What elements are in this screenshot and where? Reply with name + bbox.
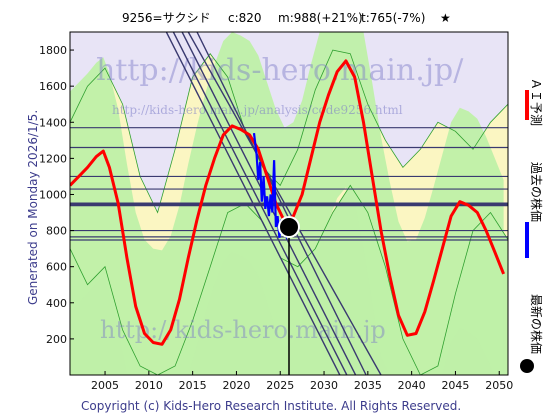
chart-header-target: t:765(-7%) bbox=[361, 11, 425, 25]
legend-label: 最新の株価 bbox=[529, 294, 544, 354]
y-tick-label: 1400 bbox=[39, 116, 67, 129]
y-tick-label: 1600 bbox=[39, 80, 67, 93]
chart-header-star: ★ bbox=[440, 11, 451, 25]
y-tick-label: 1000 bbox=[39, 188, 67, 201]
watermark-top: http://kids-hero.main.jp/ bbox=[96, 53, 464, 88]
legend-label: 過去の株価 bbox=[529, 162, 544, 222]
y-tick-label: 200 bbox=[46, 333, 67, 346]
y-tick-label: 1200 bbox=[39, 152, 67, 165]
y-tick-label: 1800 bbox=[39, 44, 67, 57]
x-tick-label: 2005 bbox=[91, 379, 119, 392]
x-tick-label: 2030 bbox=[310, 379, 338, 392]
x-tick-label: 2010 bbox=[135, 379, 163, 392]
y-tick-label: 400 bbox=[46, 297, 67, 310]
upper-band-line bbox=[70, 49, 508, 214]
x-tick-label: 2025 bbox=[266, 379, 294, 392]
generated-date-label: Generated on Monday 2026/1/5. bbox=[26, 110, 40, 305]
x-tick-label: 2045 bbox=[441, 379, 469, 392]
upper-zone-band bbox=[70, 32, 508, 213]
x-tick-label: 2050 bbox=[485, 379, 513, 392]
chart-header-max: m:988(+21%) bbox=[278, 11, 363, 25]
trend-line bbox=[187, 32, 382, 375]
x-tick-label: 2035 bbox=[354, 379, 382, 392]
y-tick-label: 800 bbox=[46, 225, 67, 238]
watermark-mid: http://kids-hero.main.jp/analysis/code92… bbox=[112, 103, 403, 117]
latest-price-dot bbox=[278, 215, 300, 238]
legend-label: ＡＩ予測 bbox=[529, 78, 543, 126]
legend-swatch bbox=[520, 359, 534, 373]
copyright-footer: Copyright (c) Kids-Hero Research Institu… bbox=[81, 399, 461, 413]
chart-header-ticker: 9256=サクシド bbox=[122, 11, 211, 25]
chart-header-current: c:820 bbox=[228, 11, 262, 25]
trend-line bbox=[165, 32, 341, 375]
plot-frame bbox=[69, 31, 509, 376]
x-tick-label: 2020 bbox=[222, 379, 250, 392]
x-tick-label: 2040 bbox=[398, 379, 426, 392]
trend-line bbox=[172, 32, 348, 375]
trend-line bbox=[196, 32, 367, 375]
y-tick-label: 600 bbox=[46, 261, 67, 274]
x-tick-label: 2015 bbox=[179, 379, 207, 392]
